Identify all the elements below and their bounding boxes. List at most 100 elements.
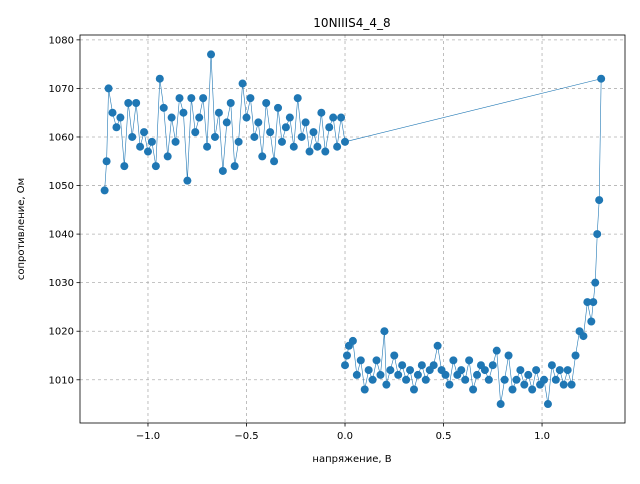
data-point <box>504 351 513 360</box>
data-point <box>382 380 391 389</box>
data-point <box>163 152 172 161</box>
data-point <box>281 123 290 132</box>
y-tick-label: 1080 <box>49 35 74 46</box>
data-point <box>476 361 485 370</box>
data-point <box>136 142 145 151</box>
data-point <box>394 370 403 379</box>
data-point <box>386 366 395 375</box>
chart-title: 10NIIIS4_4_8 <box>313 16 390 30</box>
data-point <box>309 128 318 137</box>
data-point <box>433 341 442 350</box>
x-tick-label: −0.5 <box>234 431 258 442</box>
data-point <box>465 356 474 365</box>
data-point <box>547 361 556 370</box>
data-point <box>305 147 314 156</box>
data-point <box>551 375 560 384</box>
x-tick-label: −1.0 <box>136 431 160 442</box>
data-point <box>274 103 283 112</box>
data-point <box>171 137 180 146</box>
data-point <box>453 370 462 379</box>
data-point <box>461 375 470 384</box>
data-point <box>250 132 259 141</box>
data-point <box>364 366 373 375</box>
data-point <box>583 298 592 307</box>
y-tick-label: 1010 <box>49 375 74 386</box>
data-point <box>116 113 125 122</box>
data-point <box>124 98 133 107</box>
data-point <box>246 94 255 103</box>
data-point <box>532 366 541 375</box>
data-point <box>421 375 430 384</box>
data-point <box>226 98 235 107</box>
data-point <box>147 137 156 146</box>
data-point <box>128 132 137 141</box>
data-point <box>317 108 326 117</box>
y-tick-label: 1030 <box>49 278 74 289</box>
data-point <box>159 103 168 112</box>
data-point <box>337 113 346 122</box>
data-point <box>301 118 310 127</box>
x-tick-label: 1.0 <box>534 431 550 442</box>
data-point <box>445 380 454 389</box>
data-point <box>390 351 399 360</box>
data-point <box>500 375 509 384</box>
data-point <box>179 108 188 117</box>
data-point <box>413 370 422 379</box>
data-point <box>555 366 564 375</box>
data-point <box>488 361 497 370</box>
data-point <box>277 137 286 146</box>
data-point <box>492 346 501 355</box>
x-tick-label: 0.0 <box>337 431 353 442</box>
y-tick-label: 1020 <box>49 327 74 338</box>
data-point <box>376 370 385 379</box>
data-point <box>203 142 212 151</box>
data-point <box>230 162 239 171</box>
data-point <box>402 375 411 384</box>
data-point <box>449 356 458 365</box>
data-point <box>108 108 117 117</box>
data-point <box>473 370 482 379</box>
data-point <box>104 84 113 93</box>
data-point <box>595 196 604 205</box>
data-point <box>214 108 223 117</box>
data-point <box>341 137 350 146</box>
data-point <box>469 385 478 394</box>
data-point <box>360 385 369 394</box>
data-point <box>344 341 353 350</box>
data-point <box>496 400 505 409</box>
data-point <box>293 94 302 103</box>
data-point <box>567 380 576 389</box>
x-tick-label: 0.5 <box>436 431 452 442</box>
data-point <box>575 327 584 336</box>
data-point <box>409 385 418 394</box>
y-axis-label: сопротивление, Ом <box>16 178 27 280</box>
data-point <box>372 356 381 365</box>
data-point <box>341 361 350 370</box>
data-point <box>597 74 606 83</box>
y-tick-label: 1070 <box>49 84 74 95</box>
data-point <box>516 366 525 375</box>
data-point <box>589 298 598 307</box>
data-point <box>262 98 271 107</box>
data-point <box>285 113 294 122</box>
data-point <box>587 317 596 326</box>
data-point <box>222 118 231 127</box>
data-point <box>563 366 572 375</box>
y-tick-label: 1050 <box>49 181 74 192</box>
data-point <box>352 370 361 379</box>
data-point <box>210 132 219 141</box>
data-point <box>342 351 351 360</box>
data-point <box>437 366 446 375</box>
data-point <box>571 351 580 360</box>
data-point <box>266 128 275 137</box>
data-point <box>321 147 330 156</box>
data-point <box>132 98 141 107</box>
data-point <box>520 380 529 389</box>
data-point <box>191 128 200 137</box>
data-point <box>151 162 160 171</box>
plot-frame <box>79 34 626 424</box>
data-point <box>270 157 279 166</box>
data-point <box>254 118 263 127</box>
data-point <box>234 137 243 146</box>
